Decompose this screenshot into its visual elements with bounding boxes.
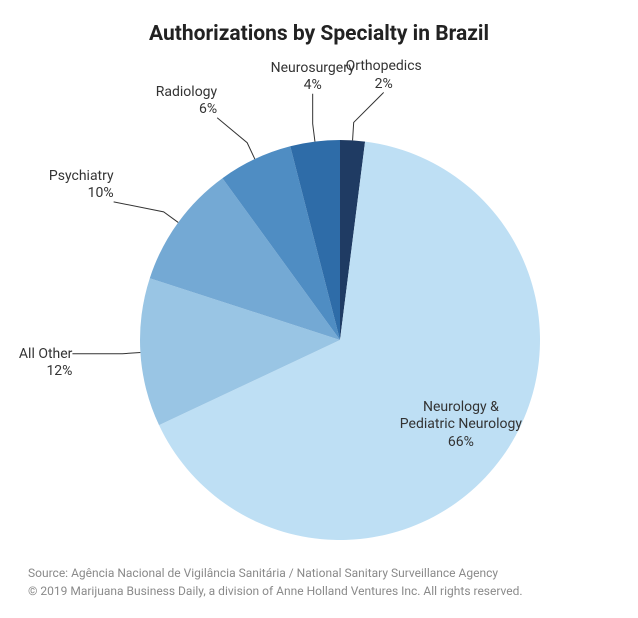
leader-line [353,92,384,140]
chart-footer: Source: Agência Nacional de Vigilância S… [28,565,610,600]
pie-chart [0,0,638,618]
leader-line [114,202,179,223]
footer-copyright: © 2019 Marijuana Business Daily, a divis… [28,583,610,600]
leader-line [313,94,315,142]
leader-line [217,118,255,159]
footer-source: Source: Agência Nacional de Vigilância S… [28,565,610,582]
leader-line [72,353,140,354]
chart-container: Authorizations by Specialty in Brazil So… [0,0,638,618]
